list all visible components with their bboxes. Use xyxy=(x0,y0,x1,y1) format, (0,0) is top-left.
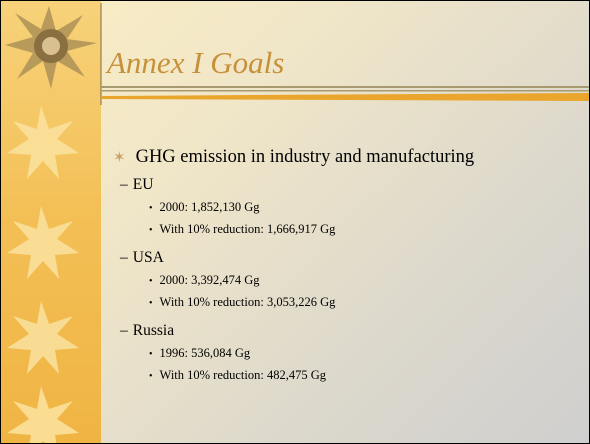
star xyxy=(7,206,79,279)
title-bar xyxy=(101,93,589,101)
star xyxy=(7,106,79,179)
slide-body: GHG emission in industry and manufacturi… xyxy=(113,143,474,391)
sub-sub-bullet: 2000: 1,852,130 Gg xyxy=(113,197,474,219)
sub-group: USA2000: 3,392,474 GgWith 10% reduction:… xyxy=(113,245,474,314)
sub-bullet: USA xyxy=(113,245,474,270)
sub-sub-bullet: 1996: 536,084 Gg xyxy=(113,343,474,365)
title-rule xyxy=(101,90,589,92)
sub-sub-bullet: 2000: 3,392,474 Gg xyxy=(113,270,474,292)
sub-bullet: Russia xyxy=(113,318,474,343)
sub-bullet: EU xyxy=(113,172,474,197)
star xyxy=(7,301,79,374)
bullet: GHG emission in industry and manufacturi… xyxy=(113,143,474,172)
sun-emblem xyxy=(5,6,97,89)
sub-group: Russia1996: 536,084 GgWith 10% reduction… xyxy=(113,318,474,387)
sub-sub-bullet: With 10% reduction: 3,053,226 Gg xyxy=(113,292,474,314)
slide: Annex I Goals GHG emission in industry a… xyxy=(0,0,590,444)
title-rule xyxy=(101,86,589,88)
star xyxy=(7,386,79,443)
sub-sub-bullet: With 10% reduction: 482,475 Gg xyxy=(113,365,474,387)
slide-title: Annex I Goals xyxy=(107,45,284,81)
sub-sub-bullet: With 10% reduction: 1,666,917 Gg xyxy=(113,219,474,241)
sub-group: EU2000: 1,852,130 GgWith 10% reduction: … xyxy=(113,172,474,241)
